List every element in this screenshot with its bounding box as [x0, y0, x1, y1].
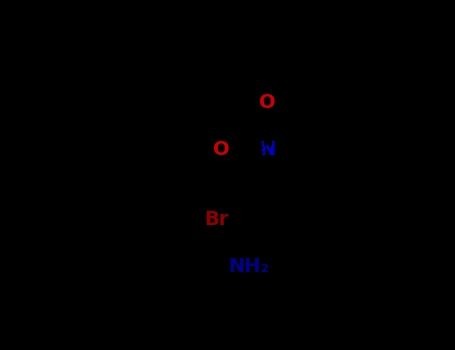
Text: NH₂: NH₂: [228, 257, 269, 276]
Text: O: O: [213, 140, 229, 159]
Text: Br: Br: [205, 210, 229, 229]
Text: N: N: [259, 140, 276, 159]
Text: O: O: [259, 93, 276, 112]
